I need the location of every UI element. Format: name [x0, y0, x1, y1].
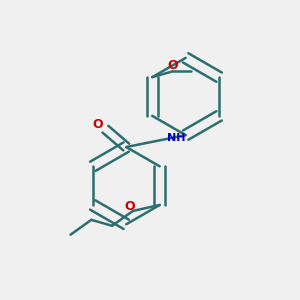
- Text: O: O: [124, 200, 135, 213]
- Text: O: O: [168, 59, 178, 72]
- Text: NH: NH: [167, 133, 186, 143]
- Text: O: O: [93, 118, 103, 131]
